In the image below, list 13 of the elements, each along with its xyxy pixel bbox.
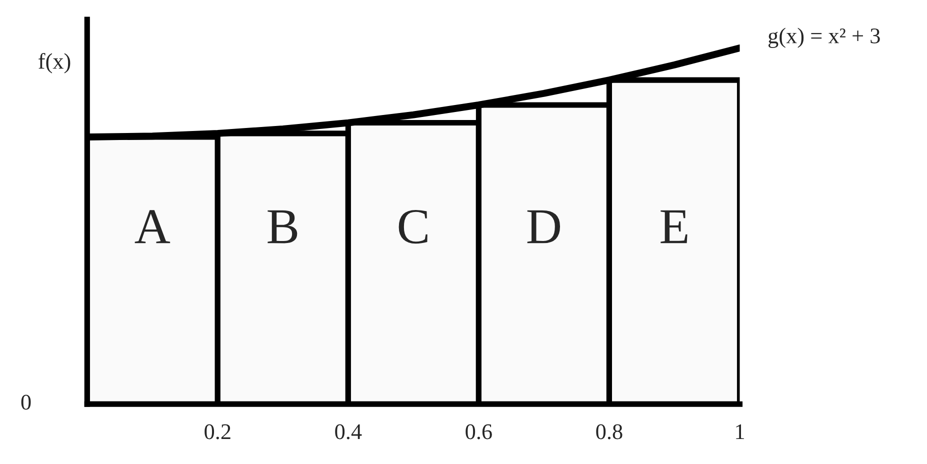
annotation: D	[527, 210, 560, 244]
annotation: E	[660, 210, 688, 244]
x-tick-label: 0.6	[466, 424, 492, 440]
annotation: g(x) = x² + 3	[768, 28, 880, 48]
annotation: 0	[21, 394, 31, 410]
annotation: C	[398, 210, 428, 244]
x-tick-label: 0.2	[204, 424, 230, 440]
annotation: B	[268, 210, 298, 244]
x-tick-label: 1	[736, 424, 744, 440]
x-tick-label: 0.4	[335, 424, 362, 440]
x-tick-label: 0.8	[596, 424, 622, 440]
annotation: A	[134, 210, 170, 244]
y-axis-title: f(x)	[38, 52, 70, 74]
